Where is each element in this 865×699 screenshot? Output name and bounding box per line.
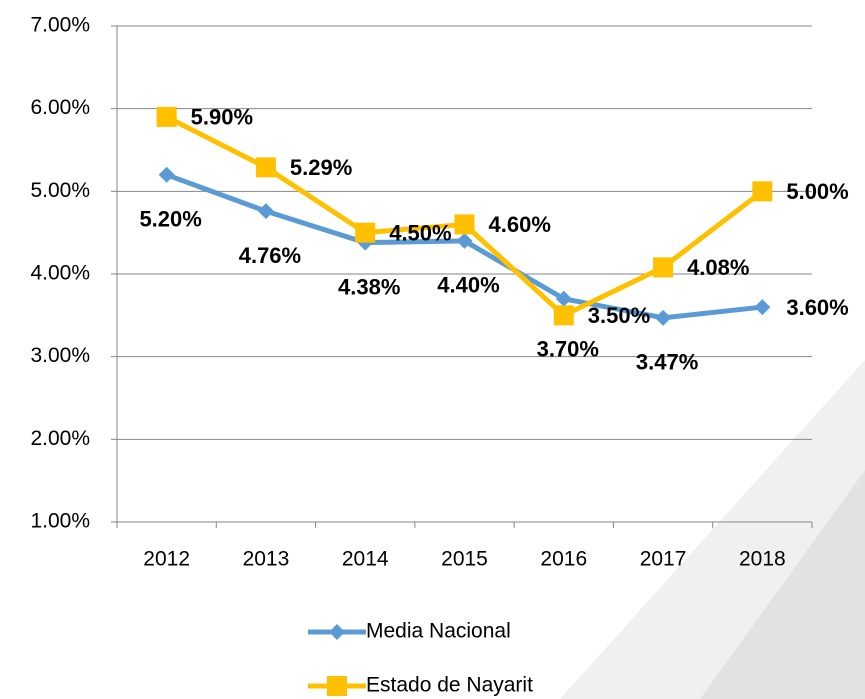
x-tick-label: 2014 [342, 548, 389, 571]
data-label: 5.29% [290, 155, 352, 180]
data-label: 4.50% [389, 220, 451, 245]
marker [255, 157, 276, 178]
legend-label: Estado de Nayarit [366, 674, 533, 697]
legend-label: Media Nacional [366, 620, 511, 643]
x-tick-label: 2018 [739, 548, 786, 571]
x-tick-label: 2016 [540, 548, 587, 571]
marker [754, 299, 771, 316]
marker [655, 309, 672, 326]
background-shape [700, 470, 865, 699]
data-label: 4.38% [338, 274, 400, 299]
x-tick-label: 2017 [640, 548, 687, 571]
data-label: 5.00% [786, 179, 848, 204]
data-label: 4.08% [687, 255, 749, 280]
data-label: 3.60% [786, 295, 848, 320]
marker [752, 181, 773, 202]
y-tick-label: 3.00% [30, 344, 90, 367]
data-label: 3.47% [636, 350, 698, 375]
x-tick-label: 2012 [143, 548, 190, 571]
marker [257, 203, 274, 220]
data-label: 4.60% [489, 212, 551, 237]
marker [553, 305, 574, 326]
data-label: 5.90% [191, 105, 253, 130]
y-tick-label: 7.00% [30, 14, 90, 37]
data-label: 4.76% [239, 243, 301, 268]
data-label: 4.40% [437, 273, 499, 298]
y-tick-label: 4.00% [30, 262, 90, 285]
x-tick-label: 2013 [243, 548, 290, 571]
marker [355, 222, 376, 243]
legend-marker [329, 624, 345, 640]
marker [653, 257, 674, 278]
x-tick-label: 2015 [441, 548, 488, 571]
marker [454, 214, 475, 235]
y-tick-label: 6.00% [30, 96, 90, 119]
marker [456, 232, 473, 249]
y-tick-label: 5.00% [30, 179, 90, 202]
legend-marker [327, 676, 347, 696]
marker [555, 290, 572, 307]
data-label: 3.70% [537, 337, 599, 362]
y-tick-label: 2.00% [30, 427, 90, 450]
data-label: 3.50% [588, 303, 650, 328]
marker [158, 166, 175, 183]
y-tick-label: 1.00% [30, 510, 90, 533]
data-label: 5.20% [139, 207, 201, 232]
marker [156, 106, 177, 127]
